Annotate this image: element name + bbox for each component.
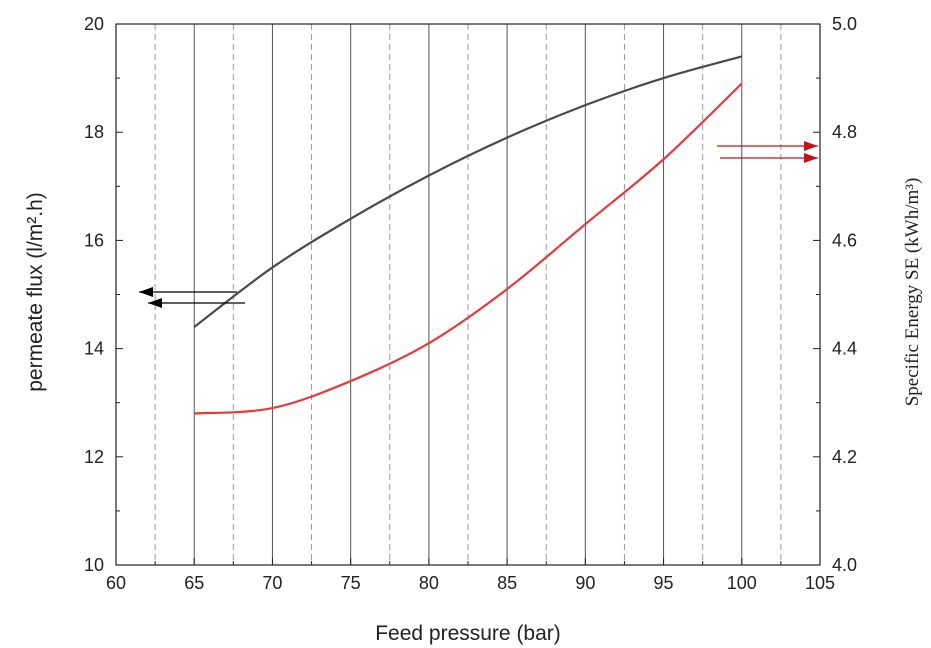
left-y-axis-title: permeate flux (l/m².h) [24, 192, 47, 392]
x-tick-label: 90 [575, 573, 595, 593]
y-right-tick-label: 4.0 [832, 555, 857, 575]
x-tick-label: 60 [106, 573, 126, 593]
y-left-tick-label: 14 [84, 339, 104, 359]
y-left-tick-label: 18 [84, 122, 104, 142]
axis-arrows [139, 141, 818, 308]
series-lines [193, 55, 743, 415]
energy-series-line [194, 82, 743, 415]
axis-ticks: 60 65 70 75 80 85 90 95 100 105 10 12 14 16 18 20 4.0 4.2… [84, 14, 857, 593]
x-tick-label: 70 [262, 573, 282, 593]
y-left-tick-label: 20 [84, 14, 104, 34]
y-left-tick-label: 10 [84, 555, 104, 575]
y-right-tick-label: 4.6 [832, 230, 857, 250]
x-tick-label: 75 [341, 573, 361, 593]
x-tick-label: 65 [184, 573, 204, 593]
flux-series-line [193, 55, 743, 328]
right-axis-arrow-lower-head [804, 153, 818, 163]
x-tick-label: 80 [419, 573, 439, 593]
y-right-tick-label: 4.4 [832, 339, 857, 359]
x-tick-label: 100 [727, 573, 757, 593]
right-y-axis-title: Specific Energy SE (kWh/m³) [902, 178, 923, 407]
x-tick-label: 85 [497, 573, 517, 593]
left-axis-arrow-upper-head [139, 287, 153, 297]
right-axis-arrow-upper-head [804, 141, 818, 151]
x-tick-label: 95 [654, 573, 674, 593]
x-tick-label: 105 [805, 573, 835, 593]
x-axis-title: Feed pressure (bar) [375, 622, 561, 645]
y-right-tick-label: 4.2 [832, 447, 857, 467]
gridlines [154, 24, 782, 565]
y-right-tick-label: 5.0 [832, 14, 857, 34]
left-axis-arrow-lower-head [148, 298, 162, 308]
y-right-tick-label: 4.8 [832, 122, 857, 142]
y-left-tick-label: 16 [84, 230, 104, 250]
y-left-tick-label: 12 [84, 447, 104, 467]
